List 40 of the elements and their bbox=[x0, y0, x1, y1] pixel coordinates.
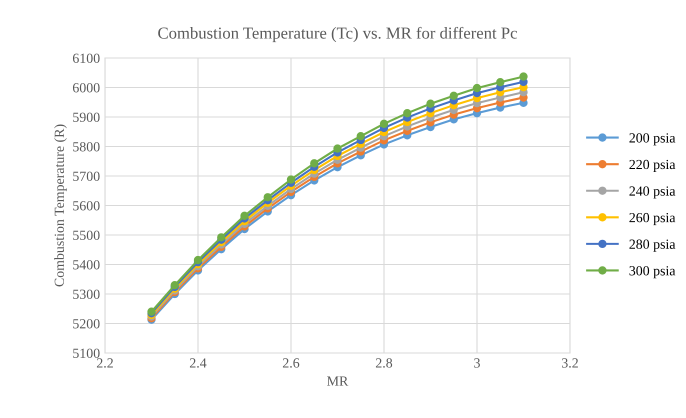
point bbox=[264, 193, 272, 202]
point bbox=[519, 72, 528, 81]
legend-label: 240 psia bbox=[629, 186, 676, 199]
x-tick-label: 2.2 bbox=[96, 358, 113, 368]
y-tick-label: 5600 bbox=[73, 201, 100, 210]
point bbox=[380, 120, 388, 128]
x-tick-label: 2.8 bbox=[376, 358, 392, 368]
point bbox=[286, 175, 296, 184]
x-tick-label: 3 bbox=[474, 358, 480, 368]
y-tick-label: 6000 bbox=[72, 83, 100, 92]
x-axis-title: MR bbox=[327, 376, 348, 386]
point bbox=[240, 212, 249, 220]
y-tick-label: 5500 bbox=[73, 230, 100, 240]
point bbox=[496, 78, 504, 86]
y-tick-label: 5700 bbox=[73, 172, 100, 181]
point bbox=[426, 100, 435, 108]
point bbox=[356, 132, 365, 140]
x-tick-label: 2.6 bbox=[282, 358, 300, 368]
point bbox=[450, 92, 458, 100]
point bbox=[310, 159, 318, 168]
legend-label: 280 psia bbox=[629, 240, 676, 252]
chart-title: Combustion Temperature (Tc) vs. MR for different Pc bbox=[158, 26, 517, 42]
legend-label: 300 psia bbox=[629, 266, 676, 278]
legend-label: 260 psia bbox=[629, 212, 676, 226]
x-tick-label: 3.2 bbox=[562, 358, 578, 368]
y-tick-label: 5100 bbox=[73, 348, 100, 358]
y-tick-label: 5400 bbox=[73, 260, 100, 270]
y-axis-title: Combustion Temperature (R) bbox=[54, 124, 67, 286]
y-tick-label: 5900 bbox=[73, 112, 100, 122]
y-tick-label: 5800 bbox=[73, 142, 100, 152]
y-tick-label: 5300 bbox=[73, 290, 100, 299]
y-tick-label: 5200 bbox=[73, 319, 100, 328]
legend-label: 220 psia bbox=[629, 160, 676, 172]
x-tick-label: 2.4 bbox=[190, 358, 206, 368]
point bbox=[217, 233, 226, 242]
point bbox=[472, 84, 482, 92]
point bbox=[403, 109, 412, 118]
legend-label: 200 psia bbox=[629, 133, 676, 146]
y-tick-label: 6100 bbox=[72, 54, 100, 63]
point bbox=[333, 144, 342, 153]
